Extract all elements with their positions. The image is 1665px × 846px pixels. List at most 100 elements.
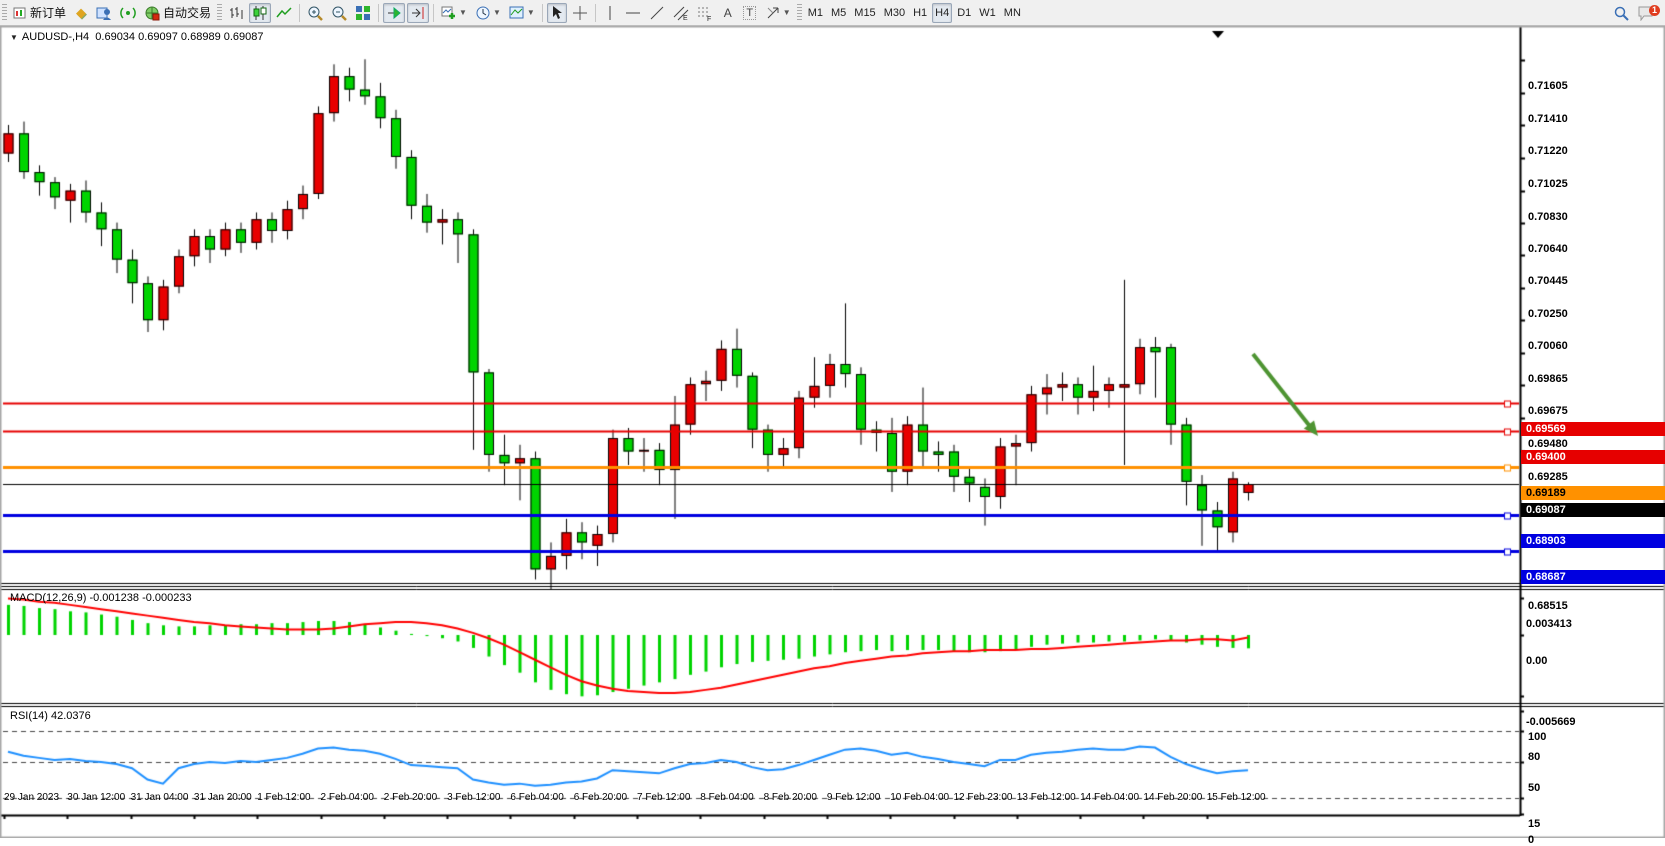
rsi-tick-label: 100 [1528,730,1547,743]
template-button[interactable]: ▼ [506,3,538,23]
notifications-button[interactable]: 1 [1634,3,1660,23]
chart-window: ▼ AUDUSD-,H4 0.69034 0.69097 0.68989 0.69… [0,26,1665,846]
chevron-down-icon: ▼ [492,8,501,17]
market-watch-button[interactable] [93,3,115,23]
tile-windows-button[interactable] [352,3,374,23]
equidistant-channel-button[interactable]: E [670,3,692,23]
candlestick-chart-button[interactable] [249,2,272,23]
profiles-button[interactable]: ◆ [71,3,91,23]
rsi-tick-label: 50 [1528,782,1541,794]
macd-indicator-label: MACD(12,26,9) -0.001238 -0.000233 [10,592,192,604]
bar-chart-icon [228,5,244,21]
search-button[interactable] [1610,3,1632,23]
timeframe-label: M1 [807,6,823,19]
date-label: 2 Feb 20:00 [383,792,438,803]
bar-chart-button[interactable] [225,3,247,23]
arrows-icon [765,5,781,21]
zoom-out-button[interactable] [328,3,350,23]
toolbar-separator [378,3,380,22]
date-label: 7 Feb 12:00 [637,792,691,803]
timeframe-bar: M1 M5 M15 M30 H1 H4 D1 W1 MN [804,2,1025,23]
timeframe-label: D1 [957,6,972,19]
line-chart-icon [276,5,292,21]
price-line-badge: 0.68687 [1521,570,1665,585]
signals-button[interactable] [117,3,139,23]
horizontal-line-button[interactable] [622,3,644,23]
rsi-tick-label: 0 [1528,833,1535,846]
auto-scroll-icon [386,5,402,21]
price-tick-label: 0.70640 [1528,242,1568,255]
vertical-line-button[interactable] [600,3,620,23]
chevron-down-icon: ▼ [459,8,467,17]
toolbar-separator [594,3,596,22]
price-tick-label: 0.69865 [1528,373,1568,386]
timeframe-label: M5 [831,6,847,19]
auto-scroll-button[interactable] [383,2,406,23]
arrows-button[interactable]: ▼ [762,3,794,23]
timeframe-button-D1[interactable]: D1 [954,3,974,23]
cursor-icon [550,5,564,20]
timeframe-label: H1 [913,6,928,19]
timeframe-button-W1[interactable]: W1 [976,3,999,23]
line-chart-button[interactable] [273,3,295,23]
chevron-down-icon: ▼ [526,8,535,17]
auto-trading-icon [144,5,160,21]
date-label: 14 Feb 20:00 [1143,792,1203,803]
chart-title: ▼ AUDUSD-,H4 0.69034 0.69097 0.68989 0.69… [10,31,264,43]
price-tick-label: 0.71605 [1528,80,1568,93]
toolbar-grip [796,3,802,22]
notification-badge: 1 [1649,4,1660,16]
chart-canvas[interactable] [0,26,1665,838]
date-label: 6 Feb 04:00 [510,792,564,803]
macd-tick-label: 0.00 [1526,655,1548,667]
cursor-button[interactable] [546,2,567,23]
timeframe-button-M15[interactable]: M15 [851,3,878,23]
text-label-button[interactable]: T [740,3,760,23]
fibonacci-button[interactable]: F [694,3,716,23]
timeframe-label: M15 [854,6,876,19]
new-order-button[interactable]: 新订单 [10,3,69,23]
auto-trading-button[interactable]: 自动交易 [141,3,214,23]
crosshair-button[interactable] [569,3,591,23]
chart-title-symbol: AUDUSD-,H4 [21,31,90,43]
equidistant-channel-icon: E [673,5,689,21]
trendline-button[interactable] [646,3,668,23]
timeframe-button-M30[interactable]: M30 [881,3,908,23]
zoom-in-button[interactable] [304,3,326,23]
add-indicator-icon [441,5,457,21]
text-button[interactable]: A [718,3,738,23]
vertical-line-icon [604,5,616,21]
rsi-tick-label: 80 [1528,751,1541,764]
price-tick-label: 0.70830 [1528,210,1568,223]
text-label-icon: T [743,5,757,20]
toolbar: 新订单 ◆ 自动交易 [0,0,1665,26]
toolbar-grip [2,3,7,22]
timeframe-button-H1[interactable]: H1 [910,3,930,23]
date-label: 29 Jan 2023 [4,792,60,803]
rsi-indicator-label: RSI(14) 42.0376 [10,710,91,722]
price-tick-label: 0.70250 [1528,308,1568,321]
date-label: 9 Feb 12:00 [826,792,881,803]
date-label: 15 Feb 12:00 [1206,792,1266,803]
timeframe-button-H4[interactable]: H4 [932,2,953,23]
date-label: 8 Feb 20:00 [763,792,817,803]
chevron-down-icon: ▼ [782,8,791,17]
timeframe-button-M1[interactable]: M1 [805,3,826,23]
period-button[interactable]: ▼ [472,3,504,23]
price-tick-label: 0.71025 [1528,177,1568,190]
chart-shift-button[interactable] [407,2,430,23]
price-line-badge: 0.68903 [1521,533,1665,548]
timeframe-button-MN[interactable]: MN [1001,3,1024,23]
timeframe-button-M5[interactable]: M5 [828,3,849,23]
horizontal-line-icon [625,7,641,19]
fibonacci-icon: F [697,5,713,21]
gold-diamond-icon: ◆ [76,4,87,20]
date-label: 12 Feb 23:00 [953,792,1013,803]
price-tick-label: 0.68515 [1528,600,1568,613]
date-label: 6 Feb 20:00 [573,792,628,803]
price-tick-label: 0.70060 [1528,340,1568,353]
clock-icon [475,5,491,21]
toolbar-separator [541,3,543,22]
add-indicator-button[interactable]: ▼ [438,3,470,23]
price-line-badge: 0.69569 [1521,421,1665,436]
